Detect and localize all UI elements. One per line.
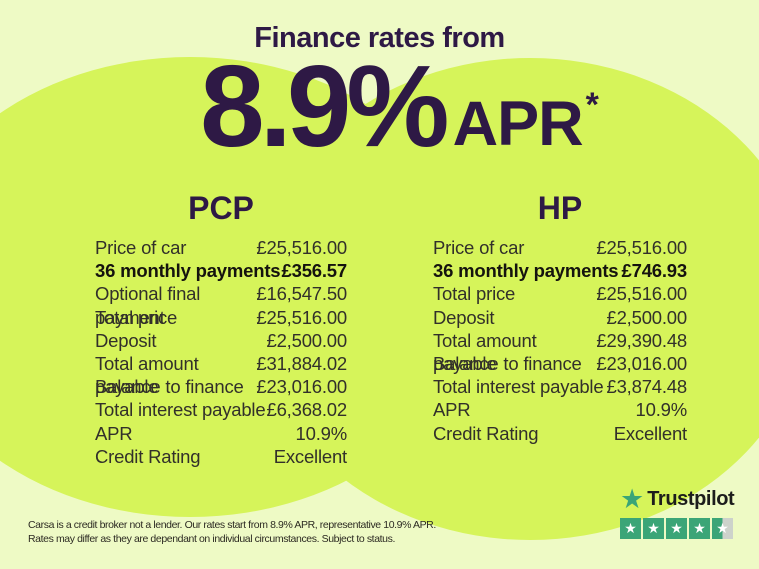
row-label: Total amount payable (95, 352, 199, 398)
row-value: £356.57 (281, 260, 348, 282)
row-value: £3,874.48 (606, 376, 687, 398)
row-label: 36 monthly payments (95, 260, 281, 282)
row-value: £2,500.00 (266, 329, 347, 351)
row-label: Price of car (95, 237, 187, 258)
row-label: Balance to finance (95, 376, 244, 398)
table-row: Total interest payable £6,368.02 (95, 398, 347, 421)
row-label: Price of car (433, 237, 525, 258)
table-row: Total amount payable £31,884.02 (95, 352, 347, 397)
table-row: Total interest payable £3,874.48 (433, 375, 687, 398)
table-row: Price of car £25,516.00 (433, 236, 687, 259)
table-row: APR 10.9% (95, 422, 347, 445)
row-label: Total interest payable (433, 376, 604, 398)
row-label: APR (433, 399, 471, 421)
table-row: Credit Rating Excellent (95, 445, 347, 468)
table-row: Deposit £2,500.00 (95, 329, 347, 352)
table-row: 36 monthly payments £746.93 (433, 259, 687, 282)
row-value: Excellent (613, 422, 687, 444)
row-value: £29,390.48 (596, 329, 687, 351)
row-label: Credit Rating (95, 445, 201, 467)
table-row: APR 10.9% (433, 398, 687, 421)
rating-star-icon: ★ (689, 518, 710, 539)
headline-apr-label: APR (452, 89, 584, 159)
green-blob-right (250, 58, 759, 540)
hp-section: HP Price of car £25,516.00 36 monthly pa… (433, 190, 687, 445)
row-label: Credit Rating (433, 422, 539, 444)
row-value: £2,500.00 (606, 306, 687, 328)
row-label: Balance to finance (433, 352, 582, 374)
row-value: £25,516.00 (596, 237, 687, 258)
disclaimer-line-2: Rates may differ as they are dependant o… (28, 532, 395, 545)
row-label: Total amount payable (433, 329, 537, 374)
pcp-table: Price of car £25,516.00 36 monthly payme… (95, 236, 347, 468)
trustpilot-brand: Trustpilot (647, 488, 735, 510)
table-row: Price of car £25,516.00 (95, 236, 347, 259)
pcp-section: PCP Price of car £25,516.00 36 monthly p… (95, 190, 347, 468)
row-label: Optional final payment (95, 283, 201, 328)
row-value: 10.9% (295, 422, 348, 444)
row-value: £25,516.00 (256, 306, 347, 328)
rating-star-icon: ★ (620, 518, 641, 539)
rating-star-icon: ★ (666, 518, 687, 539)
trustpilot-logo: ★ Trustpilot (620, 484, 735, 514)
row-value: Excellent (273, 445, 347, 467)
table-row: Total price £25,516.00 (433, 282, 687, 305)
table-row: Balance to finance £23,016.00 (95, 375, 347, 398)
row-label: Total price (95, 306, 178, 328)
table-row: Balance to finance £23,016.00 (433, 352, 687, 375)
hp-header: HP (537, 190, 583, 226)
row-value: £23,016.00 (596, 352, 687, 374)
table-row: Total amount payable £29,390.48 (433, 329, 687, 374)
headline: 8.9% APR * (0, 48, 759, 164)
row-value: £31,884.02 (256, 352, 347, 374)
table-row: Optional final payment £16,547.50 (95, 282, 347, 327)
table-row: Credit Rating Excellent (433, 422, 687, 445)
row-value: £23,016.00 (256, 376, 347, 398)
trustpilot-rating: ★ ★ ★ ★ ★ (620, 518, 734, 539)
row-label: Total interest payable (95, 399, 266, 421)
row-label: Total price (433, 283, 516, 305)
row-value: £746.93 (621, 260, 688, 282)
disclaimer-line-1: Carsa is a credit broker not a lender. O… (28, 519, 436, 531)
table-row: Total price £25,516.00 (95, 306, 347, 329)
headline-asterisk: * (585, 86, 599, 124)
headline-rate: 8.9% (200, 41, 449, 171)
row-label: Deposit (433, 306, 495, 328)
row-value: £6,368.02 (266, 399, 347, 421)
row-label: APR (95, 422, 133, 444)
row-value: £25,516.00 (596, 283, 687, 305)
row-value: £16,547.50 (256, 283, 347, 305)
row-label: 36 monthly payments (433, 260, 619, 282)
rating-star-icon: ★ (643, 518, 664, 539)
row-label: Deposit (95, 329, 157, 351)
table-row: Deposit £2,500.00 (433, 306, 687, 329)
pcp-header: PCP (188, 190, 254, 226)
row-value: £25,516.00 (256, 237, 347, 258)
promo-title: Finance rates from (254, 22, 505, 54)
trustpilot-star-icon: ★ (620, 484, 645, 514)
trustpilot-widget: ★ Trustpilot ★ ★ ★ ★ ★ (620, 484, 735, 539)
table-row: 36 monthly payments £356.57 (95, 259, 347, 282)
hp-table: Price of car £25,516.00 36 monthly payme… (433, 236, 687, 445)
row-value: 10.9% (635, 399, 688, 421)
disclaimer: Carsa is a credit broker not a lender. O… (28, 519, 436, 546)
rating-half-star-icon: ★ (712, 518, 733, 539)
